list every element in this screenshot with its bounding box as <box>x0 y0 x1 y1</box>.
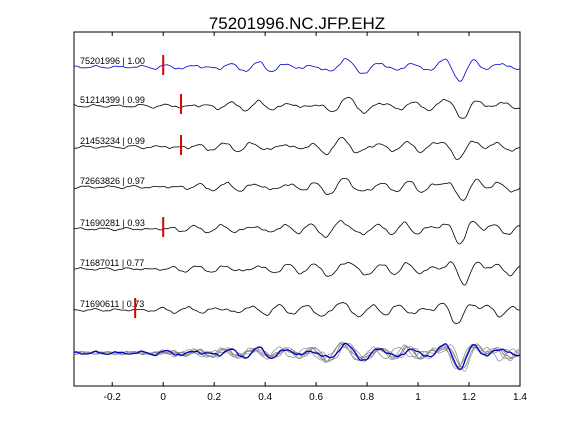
trace-line-72663826 <box>73 178 521 201</box>
trace-line-71690281 <box>74 220 521 245</box>
x-tick-label: -0.2 <box>104 392 122 403</box>
stacked-traces <box>73 341 521 372</box>
x-tick-label: 0.4 <box>258 392 272 403</box>
x-axis-ticks: -0.2 0 0.2 0.4 0.6 0.8 1 1.2 1.4 <box>104 32 527 403</box>
x-tick-label: 1 <box>415 392 421 403</box>
x-tick-label: 0.2 <box>207 392 221 403</box>
trace-line-51214399 <box>73 96 521 119</box>
trace-label-71687011: 71687011 | 0.77 <box>80 258 144 268</box>
trace-label-51214399: 51214399 | 0.99 <box>80 95 145 105</box>
x-tick-label: 1.4 <box>513 392 527 403</box>
trace-line-75201996 <box>73 58 521 82</box>
trace-line-71687011 <box>73 261 521 286</box>
x-tick-label: 1.2 <box>462 392 476 403</box>
pick-markers <box>134 55 183 318</box>
axes-frame <box>73 31 521 387</box>
x-tick-label: 0.6 <box>309 392 323 403</box>
trace-label-71690281: 71690281 | 0.93 <box>80 218 145 228</box>
trace-label-75201996: 75201996 | 1.00 <box>80 56 145 66</box>
chart-title: 75201996.NC.JFP.EHZ <box>209 14 385 33</box>
plot-area: 75201996 | 1.00 51214399 | 0.99 21453234 |… <box>73 31 527 403</box>
x-tick-label: 0.8 <box>360 392 374 403</box>
x-tick-label: 0 <box>160 392 166 403</box>
trace-line-21453234 <box>73 137 521 160</box>
trace-label-71690611: 71690611 | 0.73 <box>80 299 144 309</box>
stack-reference-trace <box>73 342 521 370</box>
trace-label-72663826: 72663826 | 0.97 <box>80 176 145 186</box>
trace-label-21453234: 21453234 | 0.99 <box>80 136 145 146</box>
trace-labels: 75201996 | 1.00 51214399 | 0.99 21453234 |… <box>80 56 145 309</box>
trace-group <box>73 58 521 324</box>
trace-line-71690611 <box>74 302 520 324</box>
